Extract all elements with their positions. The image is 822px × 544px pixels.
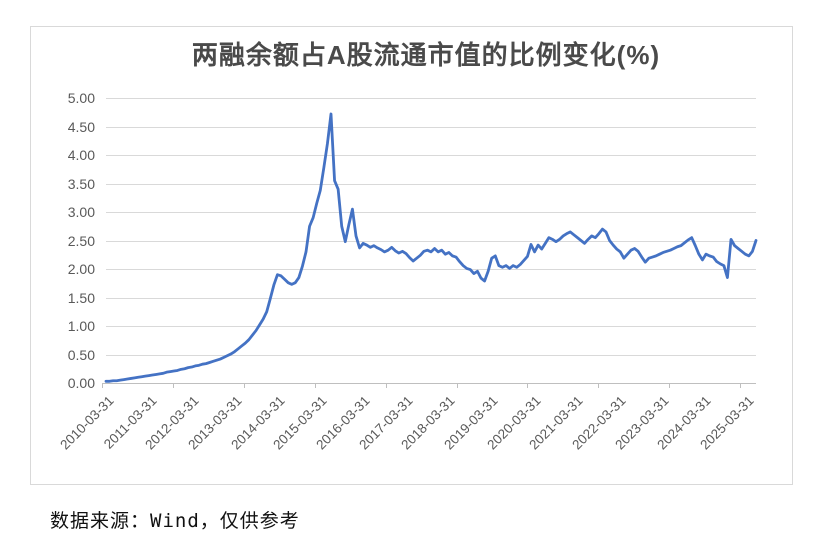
y-axis-tick-label: 5.00 [67, 90, 95, 106]
y-axis-tick-label: 0.50 [67, 346, 95, 363]
y-axis-tick-label: 4.00 [67, 147, 95, 163]
y-axis-tick-label: 4.50 [67, 118, 95, 135]
y-axis-tick-label: 3.00 [67, 204, 95, 220]
y-axis-tick-label: 0.00 [67, 375, 95, 391]
y-axis-tick-label: 1.00 [67, 318, 95, 334]
source-note: 数据来源：Wind，仅供参考 [50, 510, 300, 532]
x-axis-labels: 2010-03-31 2011-03-31 2012-03-31 2013-03-31… [31, 387, 794, 486]
y-axis-tick-label: 1.50 [67, 289, 95, 306]
y-axis-tick-label: 3.50 [67, 175, 95, 192]
chart-title: 两融余额占A股流通市值的比例变化(%) [191, 40, 661, 70]
chart-frame: 两融余额占A股流通市值的比例变化(%) 0.00 0.50 1.00 1.50 2.00… [30, 26, 793, 485]
series-line [104, 112, 758, 383]
plot-canvas [102, 98, 758, 388]
y-axis-labels: 0.00 0.50 1.00 1.50 2.00 2.50 3.00 3.50 4.00 4.50… [31, 27, 794, 486]
y-axis-tick-label: 2.50 [67, 232, 95, 249]
y-axis-tick-label: 2.00 [67, 261, 95, 277]
